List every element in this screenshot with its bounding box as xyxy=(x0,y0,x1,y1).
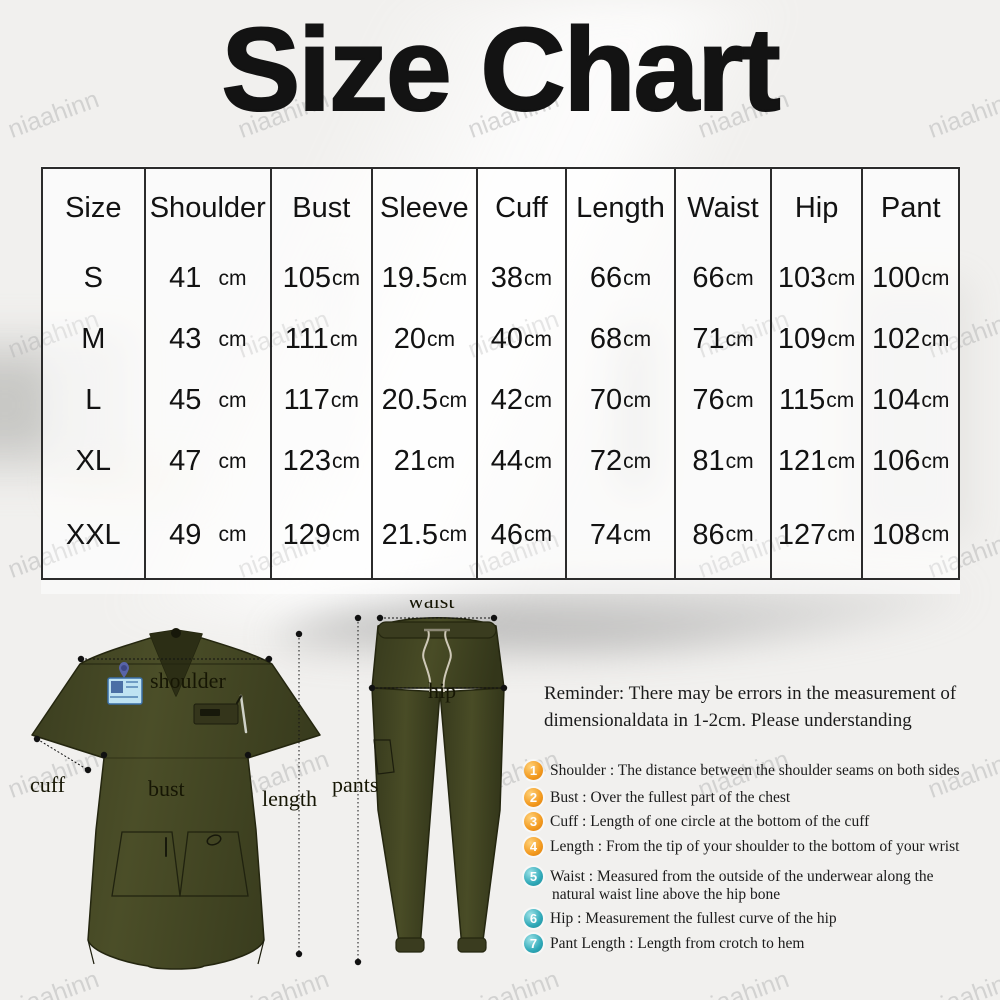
svg-text:length: length xyxy=(262,786,317,811)
svg-text:shoulder: shoulder xyxy=(150,668,226,693)
svg-text:waist: waist xyxy=(408,600,454,613)
svg-text:pants: pants xyxy=(332,772,378,797)
svg-text:hip: hip xyxy=(428,678,456,703)
svg-text:cuff: cuff xyxy=(30,772,66,797)
svg-text:bust: bust xyxy=(148,776,185,801)
